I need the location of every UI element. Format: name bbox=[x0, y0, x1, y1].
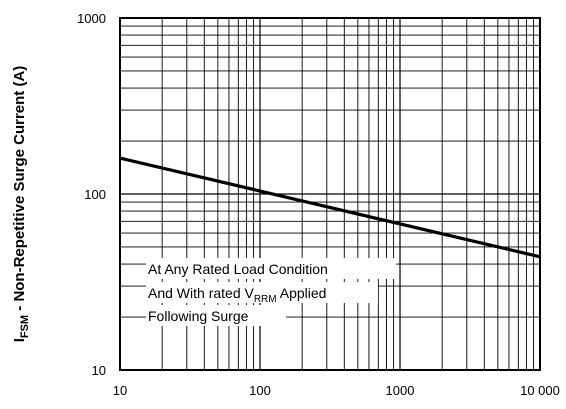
annotation-line-2: And With rated VRRM Applied bbox=[148, 285, 326, 305]
y-axis-label: IFSM - Non-Repetitive Surge Current (A) bbox=[11, 66, 31, 343]
y-tick-label: 1000 bbox=[77, 11, 106, 26]
annotation-line-3: Following Surge bbox=[148, 308, 249, 324]
series-line-1 bbox=[119, 156, 541, 259]
y-tick-label: 10 bbox=[92, 363, 106, 378]
x-tick-label: 10 bbox=[113, 383, 127, 398]
x-tick-labels: 10 100 1000 10 000 bbox=[113, 383, 560, 398]
series-layer bbox=[119, 156, 541, 259]
annotation-mask-1 bbox=[146, 258, 396, 279]
annotation-line-2-subscript: RRM bbox=[254, 294, 277, 305]
annotation-mask-3 bbox=[146, 305, 286, 326]
x-tick-label: 10 000 bbox=[520, 383, 560, 398]
y-tick-labels: 10 100 1000 bbox=[77, 11, 106, 378]
annotation-line-2-prefix: And With rated V bbox=[148, 285, 254, 301]
x-tick-label: 1000 bbox=[386, 383, 415, 398]
annotation-mask-2 bbox=[146, 282, 378, 303]
y-axis-label-subscript: FSM bbox=[19, 315, 31, 338]
x-tick-label: 100 bbox=[249, 383, 271, 398]
annotation-masks bbox=[146, 258, 396, 326]
grid bbox=[120, 18, 540, 370]
annotation-line-1: At Any Rated Load Condition bbox=[148, 261, 328, 277]
plot-frame bbox=[119, 17, 541, 371]
y-axis-label-text: - Non-Repetitive Surge Current (A) bbox=[11, 66, 28, 315]
y-axis-label-symbol: I bbox=[11, 338, 28, 342]
y-tick-label: 100 bbox=[84, 187, 106, 202]
annotation-line-2-suffix: Applied bbox=[277, 285, 327, 301]
